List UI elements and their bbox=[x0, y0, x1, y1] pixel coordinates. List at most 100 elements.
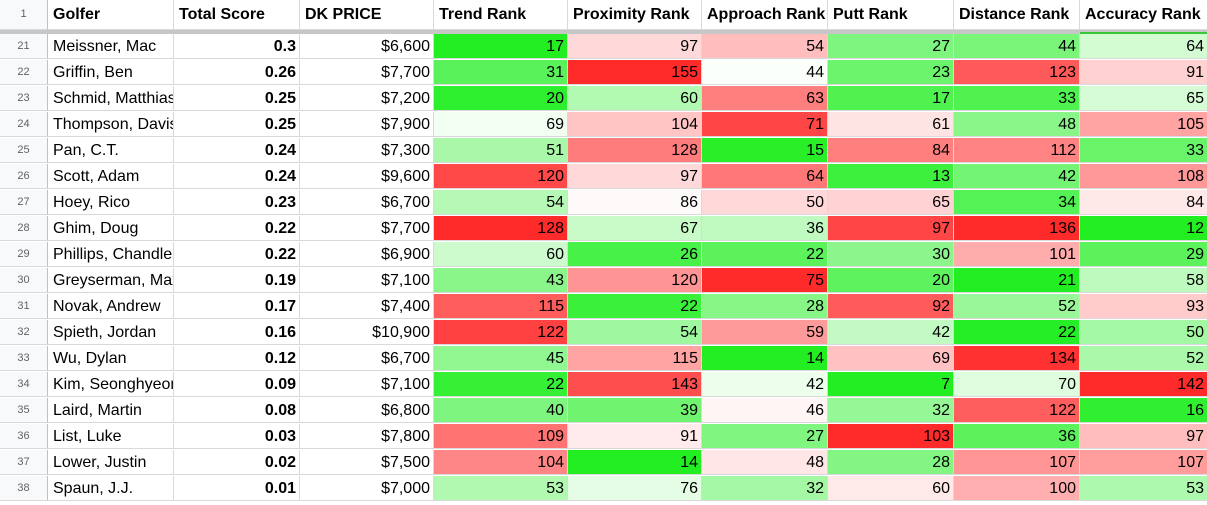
column-header-proximity-rank[interactable]: Proximity Rank bbox=[568, 0, 702, 30]
cell-distance-rank[interactable]: 123 bbox=[954, 60, 1080, 85]
cell-golfer[interactable]: List, Luke bbox=[48, 424, 174, 449]
cell-total-score[interactable]: 0.02 bbox=[174, 450, 300, 475]
cell-putt-rank[interactable]: 30 bbox=[828, 242, 954, 267]
row-number[interactable]: 30 bbox=[0, 268, 48, 293]
cell-golfer[interactable]: Greyserman, Max bbox=[48, 268, 174, 293]
cell-golfer[interactable]: Scott, Adam bbox=[48, 164, 174, 189]
cell-putt-rank[interactable]: 27 bbox=[828, 34, 954, 59]
cell-accuracy-rank[interactable]: 107 bbox=[1080, 450, 1207, 475]
cell-trend-rank[interactable]: 53 bbox=[434, 476, 568, 501]
cell-putt-rank[interactable]: 103 bbox=[828, 424, 954, 449]
cell-golfer[interactable]: Laird, Martin bbox=[48, 398, 174, 423]
cell-putt-rank[interactable]: 84 bbox=[828, 138, 954, 163]
cell-trend-rank[interactable]: 43 bbox=[434, 268, 568, 293]
column-header-approach-rank[interactable]: Approach Rank bbox=[702, 0, 828, 30]
cell-putt-rank[interactable]: 7 bbox=[828, 372, 954, 397]
cell-accuracy-rank[interactable]: 52 bbox=[1080, 346, 1207, 371]
freeze-divider[interactable] bbox=[0, 30, 1207, 34]
cell-trend-rank[interactable]: 115 bbox=[434, 294, 568, 319]
row-number[interactable]: 31 bbox=[0, 294, 48, 319]
column-header-putt-rank[interactable]: Putt Rank bbox=[828, 0, 954, 30]
cell-approach-rank[interactable]: 50 bbox=[702, 190, 828, 215]
cell-trend-rank[interactable]: 69 bbox=[434, 112, 568, 137]
row-number[interactable]: 24 bbox=[0, 112, 48, 137]
cell-proximity-rank[interactable]: 155 bbox=[568, 60, 702, 85]
cell-distance-rank[interactable]: 134 bbox=[954, 346, 1080, 371]
cell-accuracy-rank[interactable]: 50 bbox=[1080, 320, 1207, 345]
cell-total-score[interactable]: 0.24 bbox=[174, 138, 300, 163]
cell-golfer[interactable]: Pan, C.T. bbox=[48, 138, 174, 163]
cell-putt-rank[interactable]: 42 bbox=[828, 320, 954, 345]
cell-trend-rank[interactable]: 40 bbox=[434, 398, 568, 423]
column-header-accuracy-rank[interactable]: Accuracy Rank bbox=[1080, 0, 1207, 30]
cell-approach-rank[interactable]: 15 bbox=[702, 138, 828, 163]
cell-dk-price[interactable]: $10,900 bbox=[300, 320, 434, 345]
cell-trend-rank[interactable]: 60 bbox=[434, 242, 568, 267]
row-number[interactable]: 32 bbox=[0, 320, 48, 345]
cell-distance-rank[interactable]: 42 bbox=[954, 164, 1080, 189]
cell-accuracy-rank[interactable]: 84 bbox=[1080, 190, 1207, 215]
cell-putt-rank[interactable]: 69 bbox=[828, 346, 954, 371]
cell-putt-rank[interactable]: 65 bbox=[828, 190, 954, 215]
cell-proximity-rank[interactable]: 97 bbox=[568, 34, 702, 59]
cell-distance-rank[interactable]: 21 bbox=[954, 268, 1080, 293]
column-header-trend-rank[interactable]: Trend Rank bbox=[434, 0, 568, 30]
cell-distance-rank[interactable]: 44 bbox=[954, 34, 1080, 59]
cell-accuracy-rank[interactable]: 53 bbox=[1080, 476, 1207, 501]
cell-distance-rank[interactable]: 22 bbox=[954, 320, 1080, 345]
cell-accuracy-rank[interactable]: 105 bbox=[1080, 112, 1207, 137]
cell-trend-rank[interactable]: 22 bbox=[434, 372, 568, 397]
cell-trend-rank[interactable]: 17 bbox=[434, 34, 568, 59]
cell-accuracy-rank[interactable]: 64 bbox=[1080, 34, 1207, 59]
cell-total-score[interactable]: 0.22 bbox=[174, 216, 300, 241]
cell-proximity-rank[interactable]: 120 bbox=[568, 268, 702, 293]
cell-distance-rank[interactable]: 107 bbox=[954, 450, 1080, 475]
cell-total-score[interactable]: 0.12 bbox=[174, 346, 300, 371]
cell-distance-rank[interactable]: 112 bbox=[954, 138, 1080, 163]
cell-putt-rank[interactable]: 23 bbox=[828, 60, 954, 85]
cell-trend-rank[interactable]: 109 bbox=[434, 424, 568, 449]
row-number[interactable]: 37 bbox=[0, 450, 48, 475]
cell-distance-rank[interactable]: 52 bbox=[954, 294, 1080, 319]
cell-total-score[interactable]: 0.25 bbox=[174, 86, 300, 111]
cell-dk-price[interactable]: $7,800 bbox=[300, 424, 434, 449]
cell-total-score[interactable]: 0.01 bbox=[174, 476, 300, 501]
cell-trend-rank[interactable]: 20 bbox=[434, 86, 568, 111]
cell-dk-price[interactable]: $7,000 bbox=[300, 476, 434, 501]
cell-trend-rank[interactable]: 120 bbox=[434, 164, 568, 189]
row-number[interactable]: 35 bbox=[0, 398, 48, 423]
cell-accuracy-rank[interactable]: 33 bbox=[1080, 138, 1207, 163]
cell-proximity-rank[interactable]: 76 bbox=[568, 476, 702, 501]
cell-approach-rank[interactable]: 32 bbox=[702, 476, 828, 501]
row-number[interactable]: 28 bbox=[0, 216, 48, 241]
cell-accuracy-rank[interactable]: 65 bbox=[1080, 86, 1207, 111]
cell-total-score[interactable]: 0.09 bbox=[174, 372, 300, 397]
cell-distance-rank[interactable]: 48 bbox=[954, 112, 1080, 137]
row-number[interactable]: 29 bbox=[0, 242, 48, 267]
cell-distance-rank[interactable]: 122 bbox=[954, 398, 1080, 423]
cell-trend-rank[interactable]: 122 bbox=[434, 320, 568, 345]
cell-distance-rank[interactable]: 136 bbox=[954, 216, 1080, 241]
cell-approach-rank[interactable]: 14 bbox=[702, 346, 828, 371]
cell-proximity-rank[interactable]: 97 bbox=[568, 164, 702, 189]
cell-putt-rank[interactable]: 61 bbox=[828, 112, 954, 137]
cell-proximity-rank[interactable]: 67 bbox=[568, 216, 702, 241]
cell-putt-rank[interactable]: 13 bbox=[828, 164, 954, 189]
cell-approach-rank[interactable]: 64 bbox=[702, 164, 828, 189]
cell-total-score[interactable]: 0.26 bbox=[174, 60, 300, 85]
cell-dk-price[interactable]: $6,900 bbox=[300, 242, 434, 267]
cell-dk-price[interactable]: $7,400 bbox=[300, 294, 434, 319]
row-number[interactable]: 23 bbox=[0, 86, 48, 111]
cell-proximity-rank[interactable]: 60 bbox=[568, 86, 702, 111]
row-number[interactable]: 1 bbox=[0, 0, 48, 30]
cell-dk-price[interactable]: $6,600 bbox=[300, 34, 434, 59]
cell-accuracy-rank[interactable]: 142 bbox=[1080, 372, 1207, 397]
cell-accuracy-rank[interactable]: 12 bbox=[1080, 216, 1207, 241]
cell-approach-rank[interactable]: 44 bbox=[702, 60, 828, 85]
cell-total-score[interactable]: 0.16 bbox=[174, 320, 300, 345]
cell-dk-price[interactable]: $9,600 bbox=[300, 164, 434, 189]
cell-distance-rank[interactable]: 101 bbox=[954, 242, 1080, 267]
cell-trend-rank[interactable]: 51 bbox=[434, 138, 568, 163]
cell-golfer[interactable]: Thompson, Davis bbox=[48, 112, 174, 137]
cell-total-score[interactable]: 0.17 bbox=[174, 294, 300, 319]
